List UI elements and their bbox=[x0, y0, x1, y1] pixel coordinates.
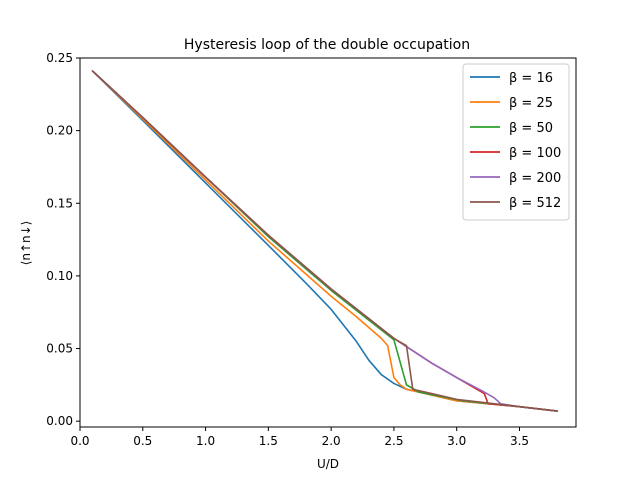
legend-label-3: β = 50 bbox=[509, 121, 553, 136]
legend-entries: β = 16 β = 25 β = 50 β = 100 β = 200 β = 512 bbox=[470, 71, 561, 211]
series-line-2 bbox=[91, 70, 558, 412]
x-tick-label: 3.0 bbox=[447, 434, 466, 448]
legend-label-4: β = 100 bbox=[509, 146, 561, 161]
x-ticks: 0.0 0.5 1.0 1.5 2.0 2.5 3.0 3.5 bbox=[70, 427, 529, 448]
y-tick-label: 0.00 bbox=[46, 414, 73, 428]
y-tick-label: 0.25 bbox=[46, 51, 73, 65]
x-tick-label: 2.5 bbox=[384, 434, 403, 448]
legend-frame bbox=[462, 63, 570, 221]
plot-area: 0.0 0.5 1.0 1.5 2.0 2.5 3.0 3.5 0.00 0.05 0.10 0.1… bbox=[46, 51, 577, 448]
x-tick-label: 3.5 bbox=[510, 434, 529, 448]
series-layer bbox=[91, 70, 558, 412]
x-tick-label: 0.0 bbox=[70, 434, 89, 448]
x-tick-label: 1.5 bbox=[259, 434, 278, 448]
legend-label-6: β = 512 bbox=[509, 196, 561, 211]
x-tick-label: 2.0 bbox=[322, 434, 341, 448]
plot-frame bbox=[79, 57, 577, 428]
legend: β = 16 β = 25 β = 50 β = 100 β = 200 β = 512 bbox=[462, 63, 570, 221]
y-tick-label: 0.15 bbox=[46, 196, 73, 210]
y-ticks: 0.00 0.05 0.10 0.15 0.20 0.25 bbox=[46, 51, 80, 428]
y-tick-label: 0.10 bbox=[46, 269, 73, 283]
x-tick-label: 1.0 bbox=[196, 434, 215, 448]
y-tick-label: 0.05 bbox=[46, 342, 73, 356]
legend-label-5: β = 200 bbox=[509, 171, 561, 186]
legend-label-1: β = 16 bbox=[509, 71, 553, 86]
y-axis-label: ⟨n↑n↓⟩ bbox=[19, 221, 33, 266]
chart-title: Hysteresis loop of the double occupation bbox=[184, 37, 470, 53]
y-tick-label: 0.20 bbox=[46, 124, 73, 138]
legend-label-2: β = 25 bbox=[509, 96, 553, 111]
x-tick-label: 0.5 bbox=[133, 434, 152, 448]
x-axis-label: U/D bbox=[317, 457, 339, 471]
series-line-6 bbox=[91, 70, 558, 412]
